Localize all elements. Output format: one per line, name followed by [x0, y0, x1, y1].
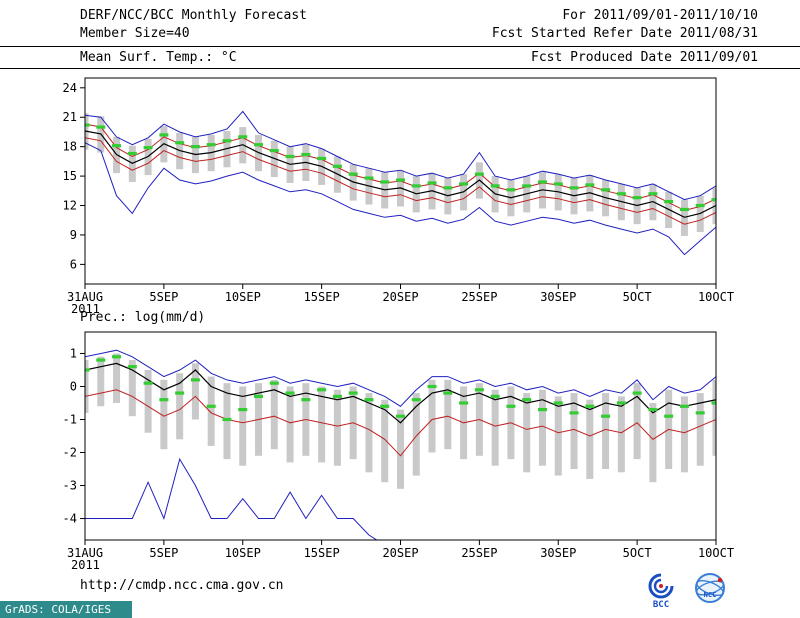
- svg-text:0: 0: [70, 379, 77, 393]
- produced-date-label: Fcst Produced Date 2011/09/01: [531, 50, 758, 65]
- svg-text:-2: -2: [63, 446, 77, 460]
- marker-observation-dash: [85, 355, 716, 422]
- series-lower-quartile: [85, 137, 716, 225]
- svg-text:12: 12: [63, 199, 77, 213]
- svg-text:20SEP: 20SEP: [382, 546, 418, 560]
- series-ensemble-mean: [85, 362, 716, 424]
- svg-text:10OCT: 10OCT: [698, 546, 734, 560]
- mean-surface-temperature-plot: [85, 110, 716, 256]
- svg-text:-4: -4: [63, 512, 77, 526]
- bcc-swirl-inner: [653, 578, 669, 594]
- svg-text:-3: -3: [63, 479, 77, 493]
- ncc-red-dot: [717, 577, 723, 583]
- member-size-label: Member Size=40: [80, 26, 190, 41]
- svg-text:-1: -1: [63, 412, 77, 426]
- refer-date-label: Fcst Started Refer Date 2011/08/31: [491, 26, 758, 41]
- svg-text:10SEP: 10SEP: [225, 290, 261, 304]
- grads-credit-badge: GrADS: COLA/IGES: [0, 601, 132, 618]
- bcc-red-dot: [659, 584, 663, 588]
- page-title: DERF/NCC/BCC Monthly Forecast: [80, 8, 307, 23]
- bcc-swirl-outer: [648, 573, 674, 599]
- svg-text:5SEP: 5SEP: [149, 546, 178, 560]
- series-ensemble-min: [85, 457, 378, 540]
- x-axis: 31AUG 5SEP 10SEP 15SEP 20SEP 25SEP 30SEP 5OCT 10…: [67, 284, 734, 316]
- svg-text:9: 9: [70, 228, 77, 242]
- marker-observation-dash: [85, 123, 716, 212]
- mean-surface-temperature-panel: 6 9 12 15 18 21 24 31AUG 5SEP 10SEP 15SEP 20SEP 25SE…: [63, 77, 734, 316]
- header-divider-2: [0, 68, 800, 69]
- x-axis: 31AUG 5SEP 10SEP 15SEP 20SEP 25SEP 30SEP 5OCT 10…: [67, 540, 734, 572]
- ncc-logo-label: NCC: [704, 591, 717, 599]
- series-lower-quartile: [85, 389, 716, 457]
- svg-text:18: 18: [63, 140, 77, 154]
- svg-text:25SEP: 25SEP: [461, 546, 497, 560]
- svg-text:20SEP: 20SEP: [382, 290, 418, 304]
- svg-text:31AUG: 31AUG: [67, 290, 103, 304]
- y-axis: 6 9 12 15 18 21 24: [63, 81, 85, 271]
- series-ensemble-min: [85, 142, 716, 256]
- temp-chart-title: Mean Surf. Temp.: °C: [80, 50, 237, 65]
- svg-text:1: 1: [70, 346, 77, 360]
- svg-text:5OCT: 5OCT: [623, 290, 652, 304]
- svg-text:30SEP: 30SEP: [540, 290, 576, 304]
- bcc-logo: BCC: [648, 573, 674, 610]
- bcc-logo-label: BCC: [653, 600, 669, 610]
- svg-text:15SEP: 15SEP: [304, 546, 340, 560]
- svg-text:30SEP: 30SEP: [540, 546, 576, 560]
- prec-chart-title: Prec.: log(mm/d): [80, 310, 206, 325]
- x-axis-year: 2011: [71, 558, 100, 572]
- spread-bars: [85, 113, 716, 236]
- forecast-range-label: For 2011/09/01-2011/10/10: [562, 8, 758, 23]
- series-ensemble-max: [85, 349, 716, 407]
- x-axis-year: 2011: [71, 302, 100, 316]
- svg-text:25SEP: 25SEP: [461, 290, 497, 304]
- svg-text:10SEP: 10SEP: [225, 546, 261, 560]
- source-url: http://cmdp.ncc.cma.gov.cn: [80, 578, 284, 593]
- svg-text:24: 24: [63, 81, 77, 95]
- header-divider-1: [0, 46, 800, 47]
- series-ensemble-mean: [85, 130, 716, 218]
- ncc-logo: NCC: [695, 573, 725, 603]
- svg-text:21: 21: [63, 110, 77, 124]
- ncc-orbit-1: [695, 580, 725, 596]
- svg-text:6: 6: [70, 257, 77, 271]
- svg-text:5SEP: 5SEP: [149, 290, 178, 304]
- svg-text:10OCT: 10OCT: [698, 290, 734, 304]
- svg-text:5OCT: 5OCT: [623, 546, 652, 560]
- y-axis: 1 0 -1 -2 -3 -4: [63, 346, 85, 526]
- precipitation-log-plot: [85, 349, 716, 540]
- svg-text:15SEP: 15SEP: [304, 290, 340, 304]
- svg-text:31AUG: 31AUG: [67, 546, 103, 560]
- ncc-orbit-2: [696, 579, 724, 597]
- series-ensemble-max: [85, 110, 716, 201]
- svg-text:15: 15: [63, 169, 77, 183]
